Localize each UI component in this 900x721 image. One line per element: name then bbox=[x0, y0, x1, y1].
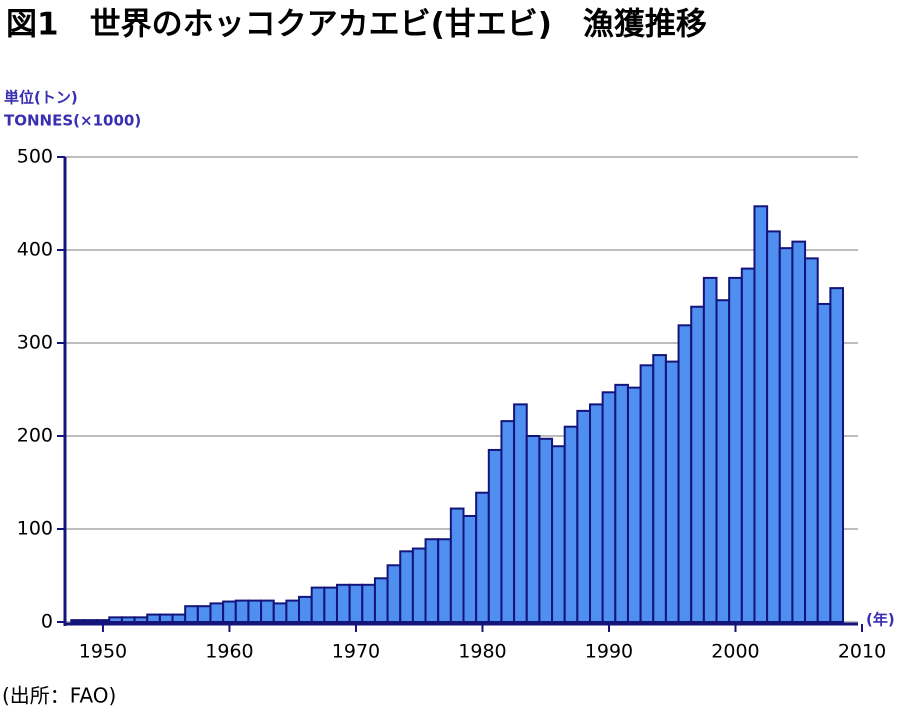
bar bbox=[740, 267, 756, 623]
x-unit-label: (年) bbox=[866, 611, 895, 629]
bar bbox=[108, 616, 123, 623]
bar bbox=[285, 599, 301, 623]
bar bbox=[247, 599, 263, 623]
bar bbox=[272, 602, 288, 624]
x-tick-label: 2000 bbox=[711, 641, 759, 663]
bar bbox=[196, 605, 212, 624]
x-tick-label: 1970 bbox=[332, 641, 380, 663]
bar bbox=[133, 616, 149, 623]
bar bbox=[766, 230, 781, 623]
y-tick-label: 400 bbox=[17, 239, 53, 261]
bar bbox=[184, 605, 199, 624]
bar bbox=[816, 302, 832, 623]
bar bbox=[298, 595, 313, 624]
bar bbox=[563, 425, 579, 624]
bar bbox=[462, 514, 478, 623]
bar bbox=[146, 613, 161, 623]
bar bbox=[538, 437, 554, 624]
bar bbox=[487, 448, 503, 624]
x-tick-label: 1950 bbox=[79, 641, 127, 663]
bar bbox=[576, 409, 592, 624]
bar bbox=[310, 586, 326, 624]
bar bbox=[639, 364, 655, 623]
y-tick-label: 0 bbox=[41, 611, 53, 633]
y-tick-label: 500 bbox=[17, 146, 53, 168]
bar bbox=[171, 613, 187, 623]
bar bbox=[158, 613, 174, 623]
x-tick-label: 1980 bbox=[458, 641, 506, 663]
bar bbox=[601, 391, 617, 624]
y-tick-label: 100 bbox=[17, 518, 53, 540]
bar bbox=[715, 299, 731, 623]
bar bbox=[614, 383, 629, 623]
y-tick-label: 300 bbox=[17, 332, 53, 354]
source: (出所：FAO) bbox=[2, 684, 116, 708]
bar bbox=[791, 240, 807, 623]
bar bbox=[513, 403, 528, 623]
bar bbox=[386, 564, 402, 624]
bar bbox=[234, 599, 250, 623]
bar bbox=[626, 386, 642, 624]
bar bbox=[829, 287, 845, 623]
y-tick-label: 200 bbox=[17, 425, 53, 447]
bar bbox=[335, 583, 351, 623]
bar bbox=[702, 276, 718, 623]
bar bbox=[690, 305, 705, 623]
bar bbox=[589, 403, 604, 623]
bar bbox=[664, 360, 680, 623]
x-tick-label: 2010 bbox=[838, 641, 886, 663]
chart-title: 図1 世界のホッコクアカエビ(甘エビ) 漁獲推移 bbox=[6, 7, 707, 43]
bar bbox=[260, 599, 275, 623]
bar bbox=[209, 602, 225, 624]
bar bbox=[753, 205, 769, 623]
bar bbox=[399, 550, 414, 624]
x-tick-label: 1990 bbox=[585, 641, 633, 663]
bar bbox=[551, 445, 566, 624]
bar bbox=[348, 583, 364, 623]
bar bbox=[525, 435, 541, 623]
bar bbox=[475, 491, 490, 624]
bar bbox=[82, 619, 98, 624]
bar bbox=[361, 583, 376, 623]
bar bbox=[95, 619, 111, 624]
bar bbox=[424, 538, 440, 623]
bar bbox=[500, 420, 516, 623]
bar bbox=[804, 257, 819, 623]
x-tick-label: 1960 bbox=[205, 641, 253, 663]
bar bbox=[677, 324, 693, 623]
bar bbox=[778, 247, 794, 623]
bar bbox=[652, 354, 667, 623]
bar bbox=[373, 577, 389, 623]
bar bbox=[70, 619, 85, 624]
bar bbox=[411, 547, 427, 624]
bar bbox=[437, 538, 452, 623]
y-unit-label: 単位(トン) bbox=[4, 89, 78, 107]
bar bbox=[120, 616, 136, 623]
bar bbox=[449, 507, 465, 624]
bar bbox=[323, 586, 338, 624]
y-axis-label: TONNES(×1000) bbox=[4, 112, 141, 130]
bar bbox=[728, 276, 743, 623]
bar bbox=[222, 600, 237, 623]
